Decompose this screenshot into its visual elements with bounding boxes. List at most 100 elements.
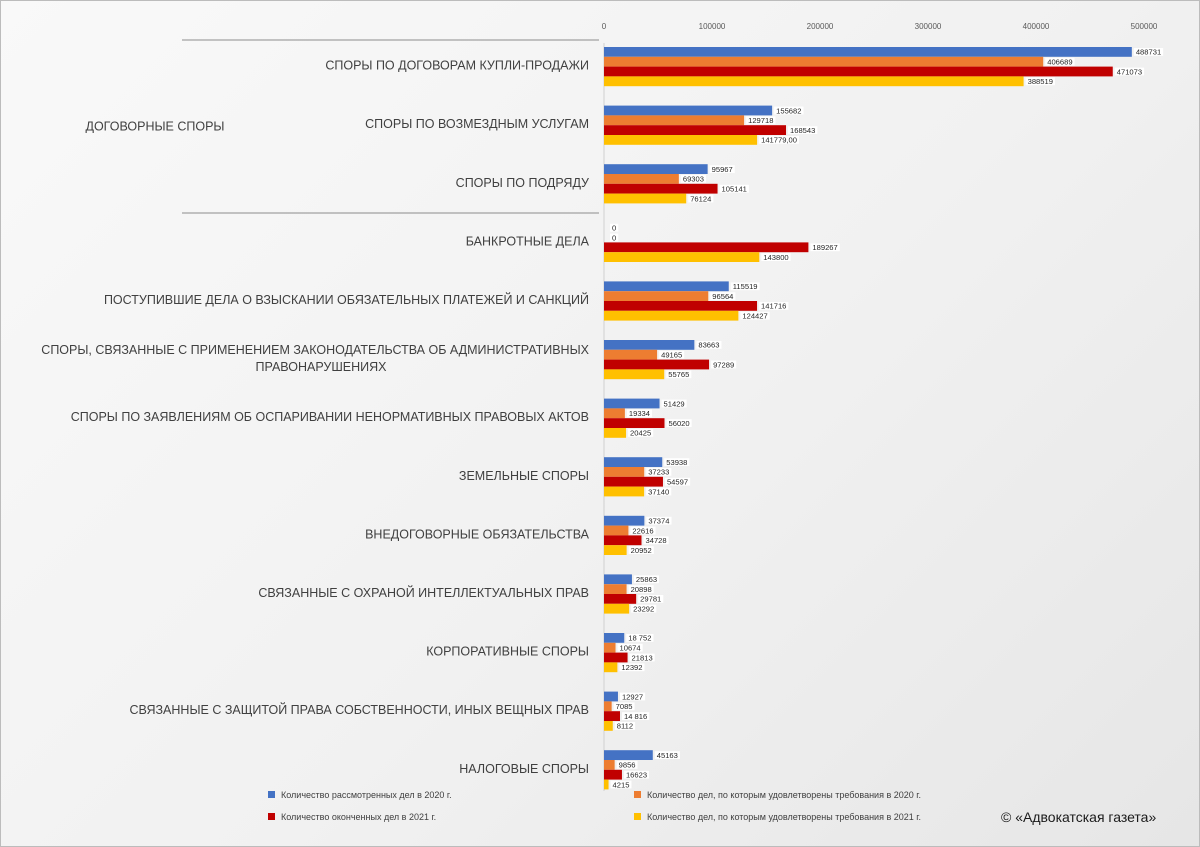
data-label: 21813 — [632, 653, 653, 662]
category-label: ЗЕМЕЛЬНЫЕ СПОРЫ — [459, 469, 589, 483]
data-label: 53938 — [666, 458, 687, 467]
data-label: 29781 — [640, 595, 661, 604]
group-label: ДОГОВОРНЫЕ СПОРЫ — [85, 120, 224, 134]
category-label: СВЯЗАННЫЕ С ЗАЩИТОЙ ПРАВА СОБСТВЕННОСТИ,… — [130, 702, 589, 717]
data-label-bg — [1045, 57, 1075, 66]
bar — [604, 115, 745, 126]
data-label: 37233 — [648, 468, 669, 477]
bar — [604, 779, 609, 790]
legend-swatch — [634, 813, 641, 820]
data-label: 0 — [612, 224, 616, 233]
bar — [604, 428, 627, 438]
bar — [604, 281, 729, 292]
data-label-bg — [759, 302, 789, 310]
bar — [604, 574, 632, 585]
data-label: 8112 — [617, 722, 633, 731]
data-label: 54597 — [667, 478, 688, 487]
data-label-bg — [619, 663, 645, 672]
data-label: 76124 — [690, 194, 711, 203]
x-tick-label: 500000 — [1131, 22, 1158, 31]
bar — [604, 457, 663, 467]
category-label: СПОРЫ, СВЯЗАННЫЕ С ПРИМЕНЕНИЕМ ЗАКОНОДАТ… — [41, 343, 589, 357]
bar — [604, 769, 622, 780]
legend-label: Количество дел, по которым удовлетворены… — [647, 812, 921, 822]
data-label: 189267 — [812, 243, 837, 252]
data-label: 20898 — [631, 585, 652, 594]
data-label-bg — [614, 722, 636, 730]
bar — [604, 66, 1113, 77]
data-label-bg — [788, 126, 818, 134]
data-label-bg — [623, 770, 650, 779]
data-label-bg — [628, 546, 654, 554]
data-label-bg — [810, 243, 840, 252]
data-label-bg — [619, 692, 646, 701]
data-label-bg — [646, 468, 672, 476]
category-label: СПОРЫ ПО ПОДРЯДУ — [456, 176, 589, 190]
data-label-bg — [628, 585, 654, 593]
data-label-bg — [610, 780, 632, 789]
legend-label: Количество дел, по которым удовлетворены… — [647, 790, 921, 800]
data-label-bg — [628, 429, 654, 437]
bar — [604, 515, 645, 526]
legend-swatch — [634, 791, 641, 798]
data-label: 0 — [612, 233, 616, 242]
data-label-bg — [646, 516, 672, 525]
data-label-bg — [664, 477, 691, 486]
bar — [604, 535, 642, 546]
category-label: СПОРЫ ПО ДОГОВОРАМ КУПЛИ-ПРОДАЖИ — [325, 59, 589, 73]
bar — [604, 691, 618, 702]
data-label-bg — [638, 595, 664, 603]
data-label-bg — [719, 184, 749, 193]
category-label: СПОРЫ ПО ЗАЯВЛЕНИЯМ ОБ ОСПАРИВАНИИ НЕНОР… — [71, 410, 589, 424]
data-label-bg — [661, 399, 687, 408]
data-label-bg — [626, 409, 653, 418]
data-label-bg — [610, 223, 619, 232]
data-label-bg — [626, 634, 654, 642]
data-label-bg — [666, 419, 692, 427]
data-label-bg — [711, 360, 737, 369]
bar — [604, 301, 758, 311]
bar — [604, 721, 613, 731]
data-label: 56020 — [669, 419, 690, 428]
bar — [604, 486, 645, 497]
data-label: 9856 — [619, 761, 636, 770]
data-label: 19334 — [629, 409, 650, 418]
copyright-text: © «Адвокатская газета» — [1001, 809, 1157, 825]
category-label: ВНЕДОГОВОРНЫЕ ОБЯЗАТЕЛЬСТВА — [365, 527, 590, 541]
bar — [604, 105, 773, 116]
bar — [604, 56, 1044, 67]
data-label-bg — [630, 526, 656, 535]
data-label: 51429 — [664, 399, 685, 408]
bar — [604, 750, 653, 760]
bar — [604, 47, 1132, 57]
category-label: НАЛОГОВЫЕ СПОРЫ — [459, 762, 589, 776]
x-tick-label: 200000 — [807, 22, 834, 31]
bar — [604, 652, 628, 663]
bar — [604, 594, 637, 604]
data-label: 23292 — [633, 605, 654, 614]
data-label: 16623 — [626, 771, 647, 780]
data-label-bg — [740, 311, 770, 320]
data-label: 12392 — [621, 663, 642, 672]
data-label-bg — [622, 712, 650, 720]
category-label: ПОСТУПИВШИЕ ДЕЛА О ВЗЫСКАНИИ ОБЯЗАТЕЛЬНЫ… — [104, 292, 589, 307]
data-label: 10674 — [620, 644, 641, 653]
data-label: 124427 — [742, 312, 767, 321]
bar — [604, 125, 787, 135]
bar — [604, 525, 629, 536]
bar — [604, 242, 809, 253]
data-label: 97289 — [713, 360, 734, 369]
data-label: 115519 — [733, 282, 758, 291]
data-label-bg — [646, 487, 672, 496]
data-label-bg — [643, 536, 669, 545]
data-label-bg — [659, 350, 685, 359]
legend-swatch — [268, 791, 275, 798]
bar — [604, 408, 625, 419]
legend-swatch — [268, 813, 275, 820]
x-tick-label: 100000 — [699, 22, 726, 31]
data-label: 12927 — [622, 692, 643, 701]
data-label-bg — [730, 282, 760, 291]
data-label: 141779,00 — [761, 136, 797, 145]
data-label-bg — [746, 116, 776, 125]
